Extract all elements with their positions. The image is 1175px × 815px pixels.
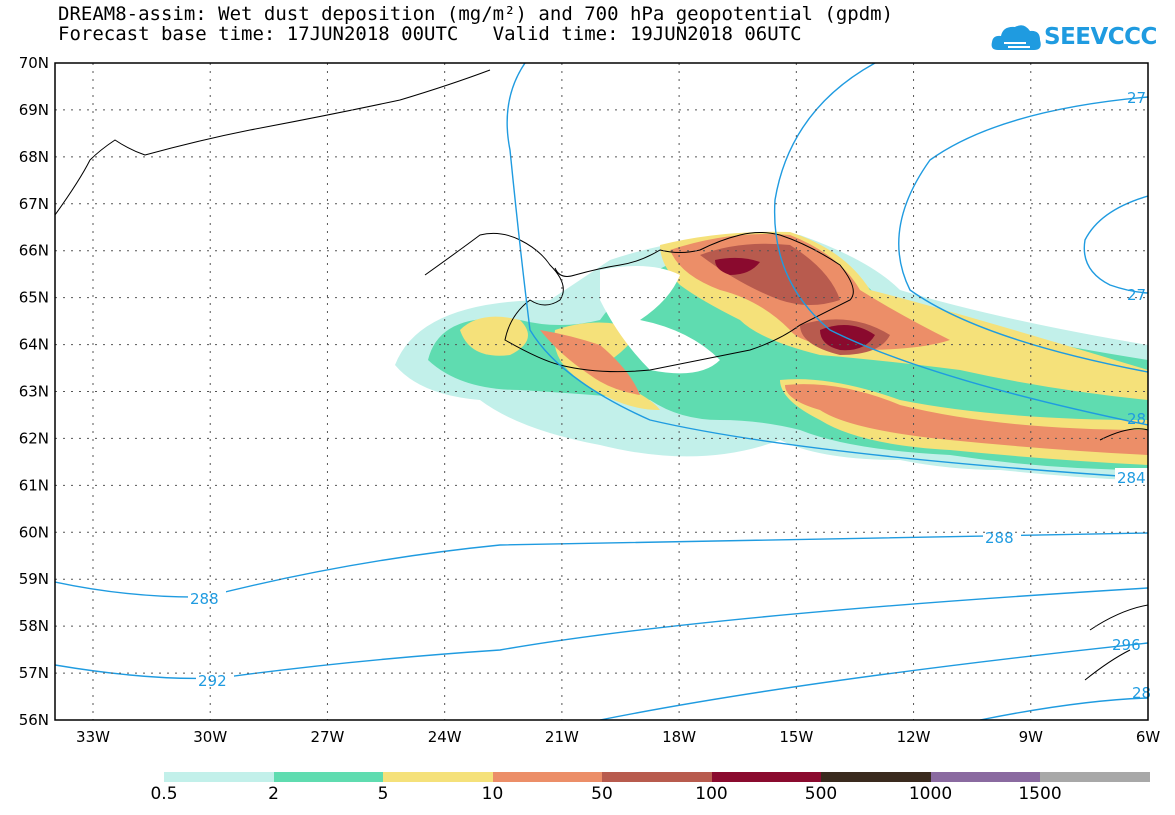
- colorbar-segment: [711, 772, 821, 782]
- latitude-label: 62N: [19, 429, 49, 447]
- latitude-label: 70N: [19, 54, 49, 72]
- longitude-label: 6W: [1136, 728, 1161, 746]
- colorbar-segment: [164, 772, 274, 782]
- latitude-label: 67N: [19, 195, 49, 213]
- latitude-label: 63N: [19, 383, 49, 401]
- seevccc-logo: SEEVCCC: [990, 20, 1157, 56]
- colorbar-label: 1000: [908, 784, 953, 804]
- latitude-label: 65N: [19, 289, 49, 307]
- longitude-label: 21W: [545, 728, 579, 746]
- latitude-label: 56N: [19, 711, 49, 729]
- longitude-label: 18W: [662, 728, 696, 746]
- latitude-label: 66N: [19, 242, 49, 260]
- contour-label: 292: [198, 672, 227, 690]
- longitude-label: 15W: [779, 728, 813, 746]
- longitude-label: 24W: [428, 728, 462, 746]
- longitude-label: 27W: [310, 728, 344, 746]
- colorbar-label: 1500: [1018, 784, 1062, 804]
- map-title: DREAM8-assim: Wet dust deposition (mg/m²…: [58, 3, 894, 25]
- contour-label: 296: [1112, 636, 1141, 654]
- colorbar-segment: [1040, 772, 1150, 782]
- graticule: [55, 63, 1148, 720]
- map-subtitle-times: Forecast base time: 17JUN2018 00UTC Vali…: [58, 23, 802, 45]
- colorbar-segment: [602, 772, 712, 782]
- latitude-labels: 70N 69N 68N 67N 66N 65N 64N 63N 62N 61N 60N 59N 58N 5…: [19, 54, 49, 729]
- contour-label: 28: [1127, 410, 1146, 428]
- longitude-label: 30W: [193, 728, 227, 746]
- colorbar-label: 0.5: [150, 784, 178, 804]
- longitude-label: 12W: [897, 728, 931, 746]
- latitude-label: 64N: [19, 336, 49, 354]
- cloud-logo-icon: [991, 25, 1041, 50]
- colorbar-segment: [821, 772, 931, 782]
- logo-text: SEEVCCC: [1044, 24, 1157, 50]
- colorbar-label: 500: [804, 784, 838, 804]
- contour-label: 288: [985, 529, 1014, 547]
- colorbar-label: 50: [591, 784, 613, 804]
- colorbar-label: 10: [481, 784, 504, 804]
- latitude-label: 68N: [19, 148, 49, 166]
- colorbar-label: 2: [268, 784, 279, 804]
- latitude-label: 60N: [19, 523, 49, 541]
- geopotential-contours: [55, 63, 1148, 720]
- coastlines: [55, 69, 1148, 681]
- map-frame: [54, 62, 1149, 721]
- colorbar-label: 100: [695, 784, 728, 804]
- colorbar-segment: [492, 772, 602, 782]
- colorbar-segment: [930, 772, 1040, 782]
- colorbar-segment: [273, 772, 383, 782]
- colorbar-segment: [383, 772, 493, 782]
- contour-label: 27: [1127, 286, 1146, 304]
- contour-label: 28: [1132, 684, 1151, 702]
- colorbar-label: 5: [377, 784, 389, 804]
- longitude-label: 9W: [1019, 728, 1044, 746]
- contour-labels: 288 292 288 284 28 27 27 296 28: [188, 89, 1151, 702]
- latitude-label: 69N: [19, 101, 49, 119]
- longitude-label: 33W: [76, 728, 110, 746]
- dust-deposition-field: [395, 231, 1148, 480]
- latitude-label: 58N: [19, 617, 49, 635]
- longitude-labels: 33W 30W 27W 24W 21W 18W 15W 12W 9W 6W: [76, 728, 1160, 746]
- contour-label: 27: [1127, 89, 1146, 107]
- latitude-label: 61N: [19, 476, 49, 494]
- latitude-label: 57N: [19, 664, 49, 682]
- contour-label: 284: [1117, 469, 1146, 487]
- contour-label: 288: [190, 590, 219, 608]
- latitude-label: 59N: [19, 570, 49, 588]
